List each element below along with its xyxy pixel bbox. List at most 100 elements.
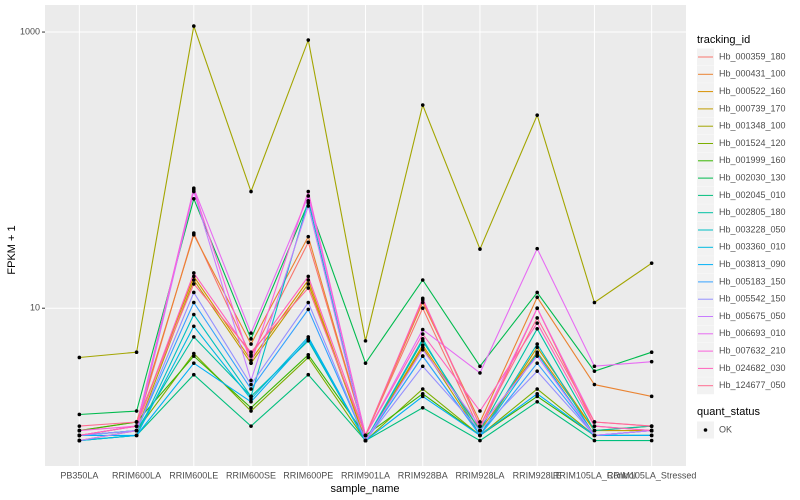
data-point — [192, 278, 196, 282]
data-point — [134, 428, 139, 433]
data-point — [363, 361, 368, 365]
data-point — [649, 424, 654, 428]
data-point — [420, 391, 425, 396]
data-point — [649, 359, 654, 364]
data-point — [192, 312, 196, 317]
legend-label: Hb_005542_150 — [719, 294, 786, 304]
data-point — [306, 282, 311, 286]
data-point — [249, 361, 253, 365]
x-tick-label: RRIM928LA — [455, 470, 504, 480]
x-tick-label: RRIM600SE — [226, 470, 276, 480]
data-point — [649, 261, 654, 265]
data-point — [306, 204, 311, 208]
data-point — [192, 197, 196, 201]
x-tick-label: RRIM600LE — [169, 470, 218, 480]
x-tick-label: RRIM600LA — [112, 470, 161, 480]
data-point — [592, 438, 597, 443]
data-point — [192, 282, 196, 286]
legend-label: Hb_007632_210 — [719, 345, 786, 355]
data-point — [649, 433, 654, 438]
data-point — [535, 369, 539, 373]
data-point — [192, 324, 196, 329]
data-point — [420, 387, 425, 391]
data-point — [306, 189, 311, 194]
data-point — [420, 327, 425, 332]
data-point — [535, 290, 539, 295]
data-point — [306, 274, 311, 279]
data-point — [249, 189, 253, 194]
legend-title: tracking_id — [697, 34, 750, 46]
data-point — [192, 361, 196, 365]
x-tick-label: PB350LA — [60, 470, 98, 480]
data-point — [478, 428, 482, 433]
data-point — [535, 387, 539, 391]
data-point — [535, 361, 539, 365]
data-point — [192, 300, 196, 305]
data-point — [192, 188, 196, 192]
data-point — [420, 298, 425, 302]
legend-label: Hb_002030_130 — [719, 172, 786, 182]
data-point — [535, 326, 539, 331]
data-point — [535, 394, 539, 399]
data-point — [77, 355, 82, 360]
legend-label: Hb_002805_180 — [719, 207, 786, 217]
data-point — [249, 397, 253, 401]
data-point — [77, 424, 82, 428]
data-point — [249, 378, 253, 383]
data-point — [306, 352, 311, 357]
legend-label: Hb_024682_030 — [719, 363, 786, 373]
data-point — [535, 246, 539, 251]
data-point — [592, 369, 597, 373]
data-point — [420, 332, 425, 336]
data-point — [134, 409, 139, 413]
data-point — [420, 354, 425, 358]
data-point — [249, 352, 253, 357]
data-point — [535, 400, 539, 404]
data-point — [192, 372, 196, 377]
legend-title: quant_status — [697, 406, 760, 418]
data-point — [420, 394, 425, 399]
legend-label: Hb_124677_050 — [719, 380, 786, 390]
data-point — [649, 428, 654, 433]
data-point — [249, 387, 253, 391]
data-point — [134, 424, 139, 428]
data-point — [535, 321, 539, 325]
data-point — [535, 342, 539, 346]
x-tick-label: RRIM105LA_Stressed — [607, 470, 697, 480]
y-axis-label: FPKM + 1 — [6, 225, 18, 274]
data-point — [249, 358, 253, 363]
data-point — [306, 300, 311, 305]
data-point — [420, 103, 425, 107]
data-point — [478, 438, 482, 443]
data-point — [306, 198, 311, 203]
data-point — [478, 424, 482, 428]
data-point — [592, 420, 597, 424]
x-tick-label: RRIM928BA — [398, 470, 448, 480]
legend-label: Hb_003360_010 — [719, 242, 786, 252]
x-tick-label: RRIM105LA_Control — [553, 470, 636, 480]
data-point — [306, 38, 311, 42]
data-point — [77, 428, 82, 433]
data-point — [420, 306, 425, 311]
data-point — [420, 364, 425, 369]
data-point — [249, 331, 253, 335]
data-point — [249, 337, 253, 341]
data-point — [306, 337, 311, 341]
legend-swatch — [703, 428, 708, 432]
data-point — [192, 335, 196, 339]
data-point — [649, 394, 654, 399]
y-tick-label: 10 — [30, 303, 40, 313]
x-tick-label: RRIM928LE — [513, 470, 562, 480]
data-point — [592, 424, 597, 428]
data-point — [420, 347, 425, 352]
legend-label: Hb_000739_170 — [719, 103, 786, 113]
data-point — [134, 420, 139, 424]
legend-label: Hb_000359_180 — [719, 51, 786, 61]
data-point — [306, 372, 311, 377]
data-point — [478, 409, 482, 413]
data-point — [249, 382, 253, 387]
data-point — [478, 247, 482, 251]
data-point — [592, 382, 597, 387]
data-point — [77, 412, 82, 417]
